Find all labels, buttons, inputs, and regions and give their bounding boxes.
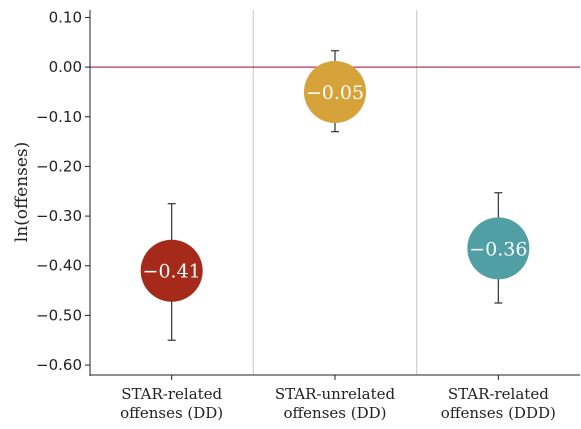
y-tick-label: −0.30 xyxy=(36,207,82,225)
category-label-line1: STAR-related xyxy=(448,385,549,403)
estimate-point xyxy=(467,217,530,280)
y-tick-label: −0.40 xyxy=(36,257,82,275)
category-label-line2: offenses (DD) xyxy=(120,404,223,422)
estimate-value-label: −0.05 xyxy=(306,82,364,104)
estimate-point-group: −0.41 xyxy=(140,203,203,341)
estimate-value-label: −0.41 xyxy=(143,261,201,283)
category-label-line1: STAR-related xyxy=(121,385,222,403)
estimate-point xyxy=(140,239,203,302)
category-label-line2: offenses (DDD) xyxy=(441,404,556,422)
estimate-point xyxy=(304,60,366,123)
y-tick-label: −0.60 xyxy=(36,356,82,374)
y-tick-label: 0.00 xyxy=(49,58,82,76)
y-tick-label: −0.50 xyxy=(36,306,82,324)
estimate-point-group: −0.05 xyxy=(304,50,366,133)
category-label-line2: offenses (DD) xyxy=(283,404,386,422)
category-label-line1: STAR-unrelated xyxy=(275,385,396,403)
y-tick-label: −0.20 xyxy=(36,157,82,175)
y-tick-label: −0.10 xyxy=(36,108,82,126)
y-axis-label: ln(offenses) xyxy=(12,142,32,242)
y-tick-label: 0.10 xyxy=(49,8,82,26)
estimate-point-group: −0.36 xyxy=(467,192,530,304)
estimate-value-label: −0.36 xyxy=(469,238,527,260)
